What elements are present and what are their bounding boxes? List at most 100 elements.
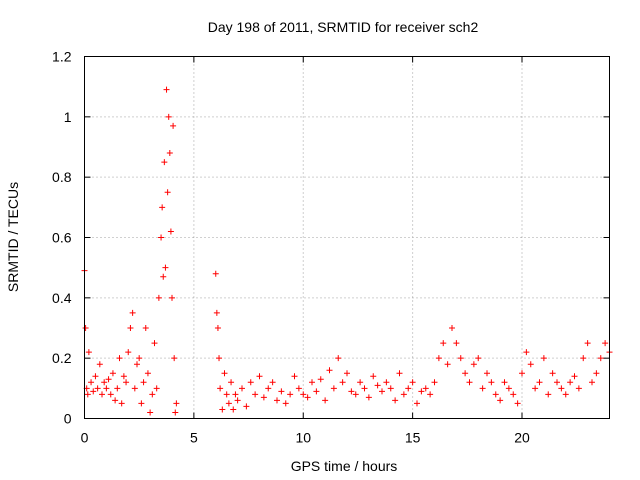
data-point [173,400,180,407]
x-axis-title: GPS time / hours [291,458,398,474]
data-point [213,309,220,316]
data-point [171,355,178,362]
data-point [260,394,267,401]
data-point [470,361,477,368]
x-tick-label: 5 [190,430,198,446]
data-point [453,340,460,347]
data-point [387,385,394,392]
data-point [212,270,219,277]
data-point [466,379,473,386]
data-point [335,355,342,362]
data-point [309,379,315,386]
data-point [230,406,237,413]
data-point [219,406,226,413]
data-point [514,400,521,407]
data-point [365,394,372,401]
chart-title: Day 198 of 2011, SRMTID for receiver sch… [208,19,479,35]
data-point [269,379,276,386]
data-point [214,325,221,331]
data-point [161,159,168,166]
data-point [243,403,250,410]
data-point [165,113,172,120]
data-point [558,385,565,392]
data-point [492,391,499,398]
data-point [159,204,166,211]
data-point [120,373,127,380]
data-point [112,397,119,404]
data-point [357,379,364,386]
data-point [597,355,604,362]
data-point [88,379,95,386]
data-point [166,150,173,157]
data-point [278,388,285,395]
data-point [144,370,151,377]
data-point [256,373,263,380]
data-point [134,361,140,368]
data-point [580,355,587,362]
data-point [405,385,412,392]
data-point [291,373,298,380]
data-point [449,325,455,331]
data-point [392,397,399,404]
data-point [536,379,543,386]
y-tick-label: 0.6 [52,230,72,246]
data-point [282,400,289,407]
y-tick-label: 0.4 [52,290,72,306]
data-point [475,355,482,362]
data-point [216,355,223,362]
data-point [571,373,578,380]
data-point [90,388,97,395]
data-point [170,122,177,129]
data-point [265,385,272,392]
data-point [228,379,235,386]
data-point [418,388,425,395]
data-point [422,385,429,392]
data-point [96,361,103,368]
data-point [94,385,101,392]
data-point [116,355,123,362]
data-point [142,325,149,331]
data-point [383,379,390,386]
data-point [172,409,179,416]
data-point [85,349,92,356]
data-point [361,385,368,392]
data-point [295,385,302,392]
data-point [431,379,438,386]
data-point [300,391,307,398]
data-point [153,385,160,392]
data-point [523,349,530,356]
data-point [129,309,136,316]
data-point [160,273,167,280]
data-point [107,391,114,398]
y-tick-label: 0 [64,411,72,427]
tick-layer: 0 5 10 15 20 0 0.2 0.4 0.6 0.8 1 1.2 [52,49,610,446]
data-point [118,400,125,407]
data-point [221,370,228,377]
data-point [374,382,381,389]
data-point [370,373,377,380]
data-point [344,370,350,377]
data-point [92,373,99,380]
data-point [427,391,434,398]
grid-layer [84,56,610,419]
data-point [252,391,259,398]
data-point [234,397,241,404]
data-point [444,361,451,368]
data-point [138,400,145,407]
data-point [462,370,469,377]
y-tick-label: 0.2 [52,350,72,366]
data-point [488,379,495,386]
data-point [326,367,333,374]
data-point [409,379,416,386]
data-point [440,340,447,347]
data-point [127,325,134,331]
data-point [400,391,407,398]
x-tick-label: 15 [405,430,421,446]
y-axis-title: SRMTID / TECUs [5,182,21,292]
data-point [589,379,595,386]
data-point [554,379,560,386]
data-point [167,228,174,235]
data-point [217,385,224,392]
data-point [162,264,169,271]
data-point [457,355,464,362]
